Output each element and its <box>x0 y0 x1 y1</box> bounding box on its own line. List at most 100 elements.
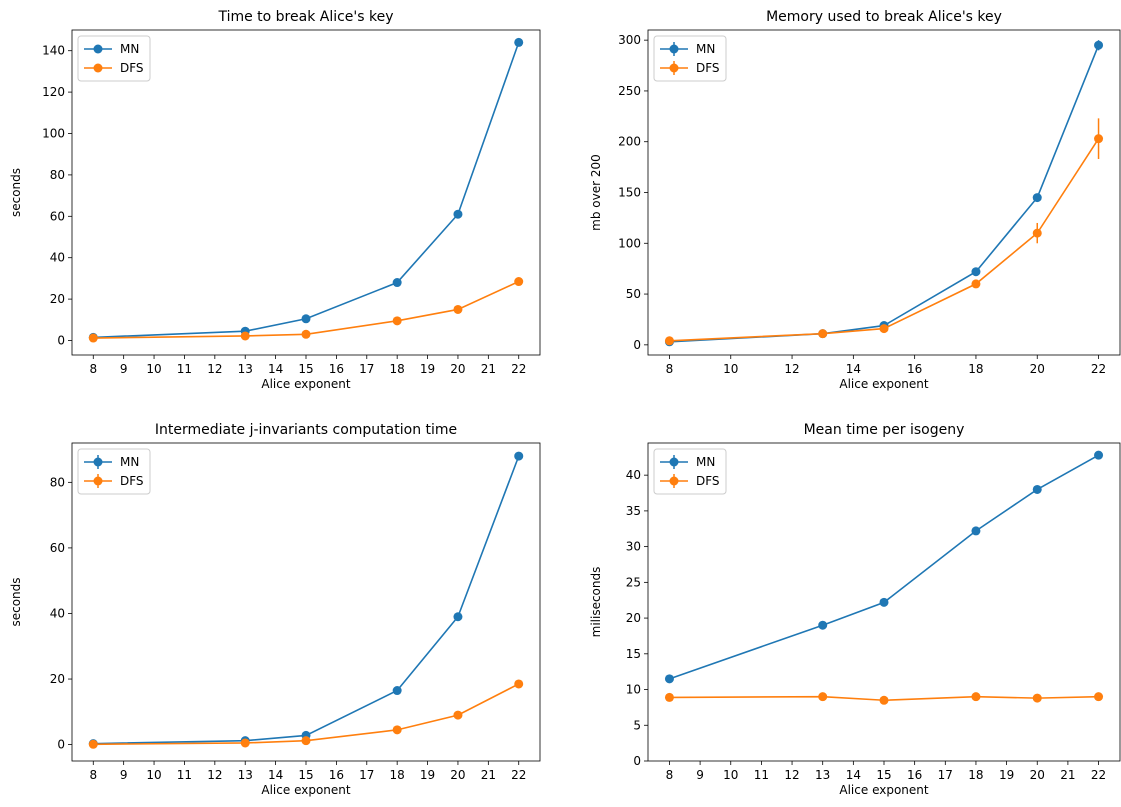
x-tick-label: 12 <box>207 362 222 376</box>
y-tick-label: 140 <box>42 44 65 58</box>
series-line-dfs <box>669 695 1099 702</box>
x-tick-label: 22 <box>511 362 526 376</box>
x-tick-label: 15 <box>876 768 891 782</box>
legend-marker-mn <box>669 457 679 467</box>
data-point-mn <box>392 686 402 696</box>
y-tick-label: 40 <box>50 606 65 620</box>
x-tick-label: 18 <box>390 768 405 782</box>
x-axis-label: Alice exponent <box>261 377 350 391</box>
data-point-dfs <box>1094 134 1104 144</box>
y-tick-label: 0 <box>57 738 65 752</box>
y-tick-label: 0 <box>633 338 641 352</box>
data-point-dfs <box>240 331 250 341</box>
data-point-dfs <box>453 304 463 314</box>
x-tick-label: 17 <box>359 768 374 782</box>
y-tick-label: 60 <box>50 209 65 223</box>
data-point-dfs <box>88 739 98 749</box>
x-tick-label: 10 <box>723 768 738 782</box>
data-point-mn <box>818 620 828 630</box>
x-tick-label: 17 <box>359 362 374 376</box>
y-tick-label: 120 <box>42 85 65 99</box>
x-tick-label: 16 <box>907 768 922 782</box>
series-line-mn <box>669 44 1100 343</box>
x-tick-label: 14 <box>268 768 283 782</box>
series-line-dfs <box>93 683 520 746</box>
legend-marker-dfs <box>669 63 679 73</box>
x-tick-label: 11 <box>177 768 192 782</box>
data-point-dfs <box>971 279 981 289</box>
data-point-dfs <box>971 692 981 702</box>
x-tick-label: 11 <box>754 768 769 782</box>
x-tick-label: 18 <box>968 362 983 376</box>
chart-j-invariants-time: Intermediate j-invariants computation ti… <box>9 422 541 797</box>
y-tick-label: 40 <box>626 468 641 482</box>
y-tick-label: 100 <box>42 127 65 141</box>
x-tick-label: 10 <box>146 768 161 782</box>
legend: MN DFS <box>77 448 151 495</box>
chart-title: Intermediate j-invariants computation ti… <box>155 422 457 438</box>
x-tick-label: 17 <box>938 768 953 782</box>
y-tick-label: 20 <box>626 611 641 625</box>
legend-label-dfs: DFS <box>120 61 144 75</box>
x-tick-label: 14 <box>846 362 861 376</box>
x-tick-label: 19 <box>420 768 435 782</box>
data-point-dfs <box>1032 228 1042 238</box>
x-tick-label: 22 <box>1091 768 1106 782</box>
data-point-mn <box>664 674 674 684</box>
data-point-dfs <box>301 329 311 339</box>
x-tick-label: 15 <box>298 768 313 782</box>
x-tick-label: 16 <box>329 768 344 782</box>
legend-label-mn: MN <box>696 455 715 469</box>
legend-marker-mn <box>93 457 103 467</box>
data-point-mn <box>1094 40 1104 50</box>
x-tick-label: 20 <box>1030 768 1045 782</box>
x-tick-label: 16 <box>907 362 922 376</box>
x-tick-label: 15 <box>298 362 313 376</box>
x-tick-label: 21 <box>1060 768 1075 782</box>
data-point-dfs <box>879 324 889 334</box>
x-tick-label: 8 <box>666 768 674 782</box>
chart-time-to-break: Time to break Alice's key Alice exponent… <box>9 9 541 391</box>
data-point-mn <box>453 209 463 219</box>
y-tick-label: 40 <box>50 251 65 265</box>
legend: MN DFS <box>653 448 727 495</box>
series-line-mn <box>669 454 1099 680</box>
legend-label-mn: MN <box>696 42 715 56</box>
x-tick-label: 13 <box>238 362 253 376</box>
x-tick-label: 8 <box>89 362 97 376</box>
y-axis-label: miliseconds <box>589 567 603 638</box>
series-line-mn <box>93 455 520 745</box>
y-tick-label: 80 <box>50 168 65 182</box>
x-tick-label: 21 <box>481 362 496 376</box>
y-tick-label: 20 <box>50 672 65 686</box>
data-point-dfs <box>301 736 311 746</box>
legend-marker-mn <box>93 44 103 54</box>
x-tick-label: 13 <box>815 768 830 782</box>
data-point-mn <box>879 597 889 607</box>
data-point-dfs <box>453 710 463 720</box>
x-tick-label: 10 <box>146 362 161 376</box>
x-tick-label: 20 <box>450 362 465 376</box>
data-point-dfs <box>818 329 828 339</box>
y-tick-label: 25 <box>626 575 641 589</box>
y-tick-label: 200 <box>618 135 641 149</box>
x-tick-label: 14 <box>268 362 283 376</box>
x-tick-label: 12 <box>207 768 222 782</box>
chart-title: Memory used to break Alice's key <box>766 9 1002 25</box>
x-tick-label: 16 <box>329 362 344 376</box>
x-tick-label: 8 <box>89 768 97 782</box>
x-tick-label: 20 <box>450 768 465 782</box>
x-tick-label: 8 <box>666 362 674 376</box>
y-tick-label: 100 <box>618 236 641 250</box>
x-tick-label: 14 <box>846 768 861 782</box>
y-tick-label: 10 <box>626 683 641 697</box>
chart-memory-used: Memory used to break Alice's key Alice e… <box>589 9 1121 391</box>
data-point-mn <box>301 314 311 324</box>
y-tick-label: 30 <box>626 540 641 554</box>
x-tick-label: 18 <box>390 362 405 376</box>
y-tick-label: 5 <box>633 718 641 732</box>
x-tick-label: 18 <box>968 768 983 782</box>
data-point-dfs <box>1032 693 1042 703</box>
chart-title: Mean time per isogeny <box>804 422 965 438</box>
